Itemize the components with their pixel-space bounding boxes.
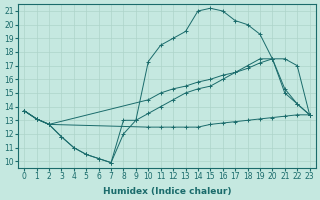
X-axis label: Humidex (Indice chaleur): Humidex (Indice chaleur) xyxy=(103,187,231,196)
